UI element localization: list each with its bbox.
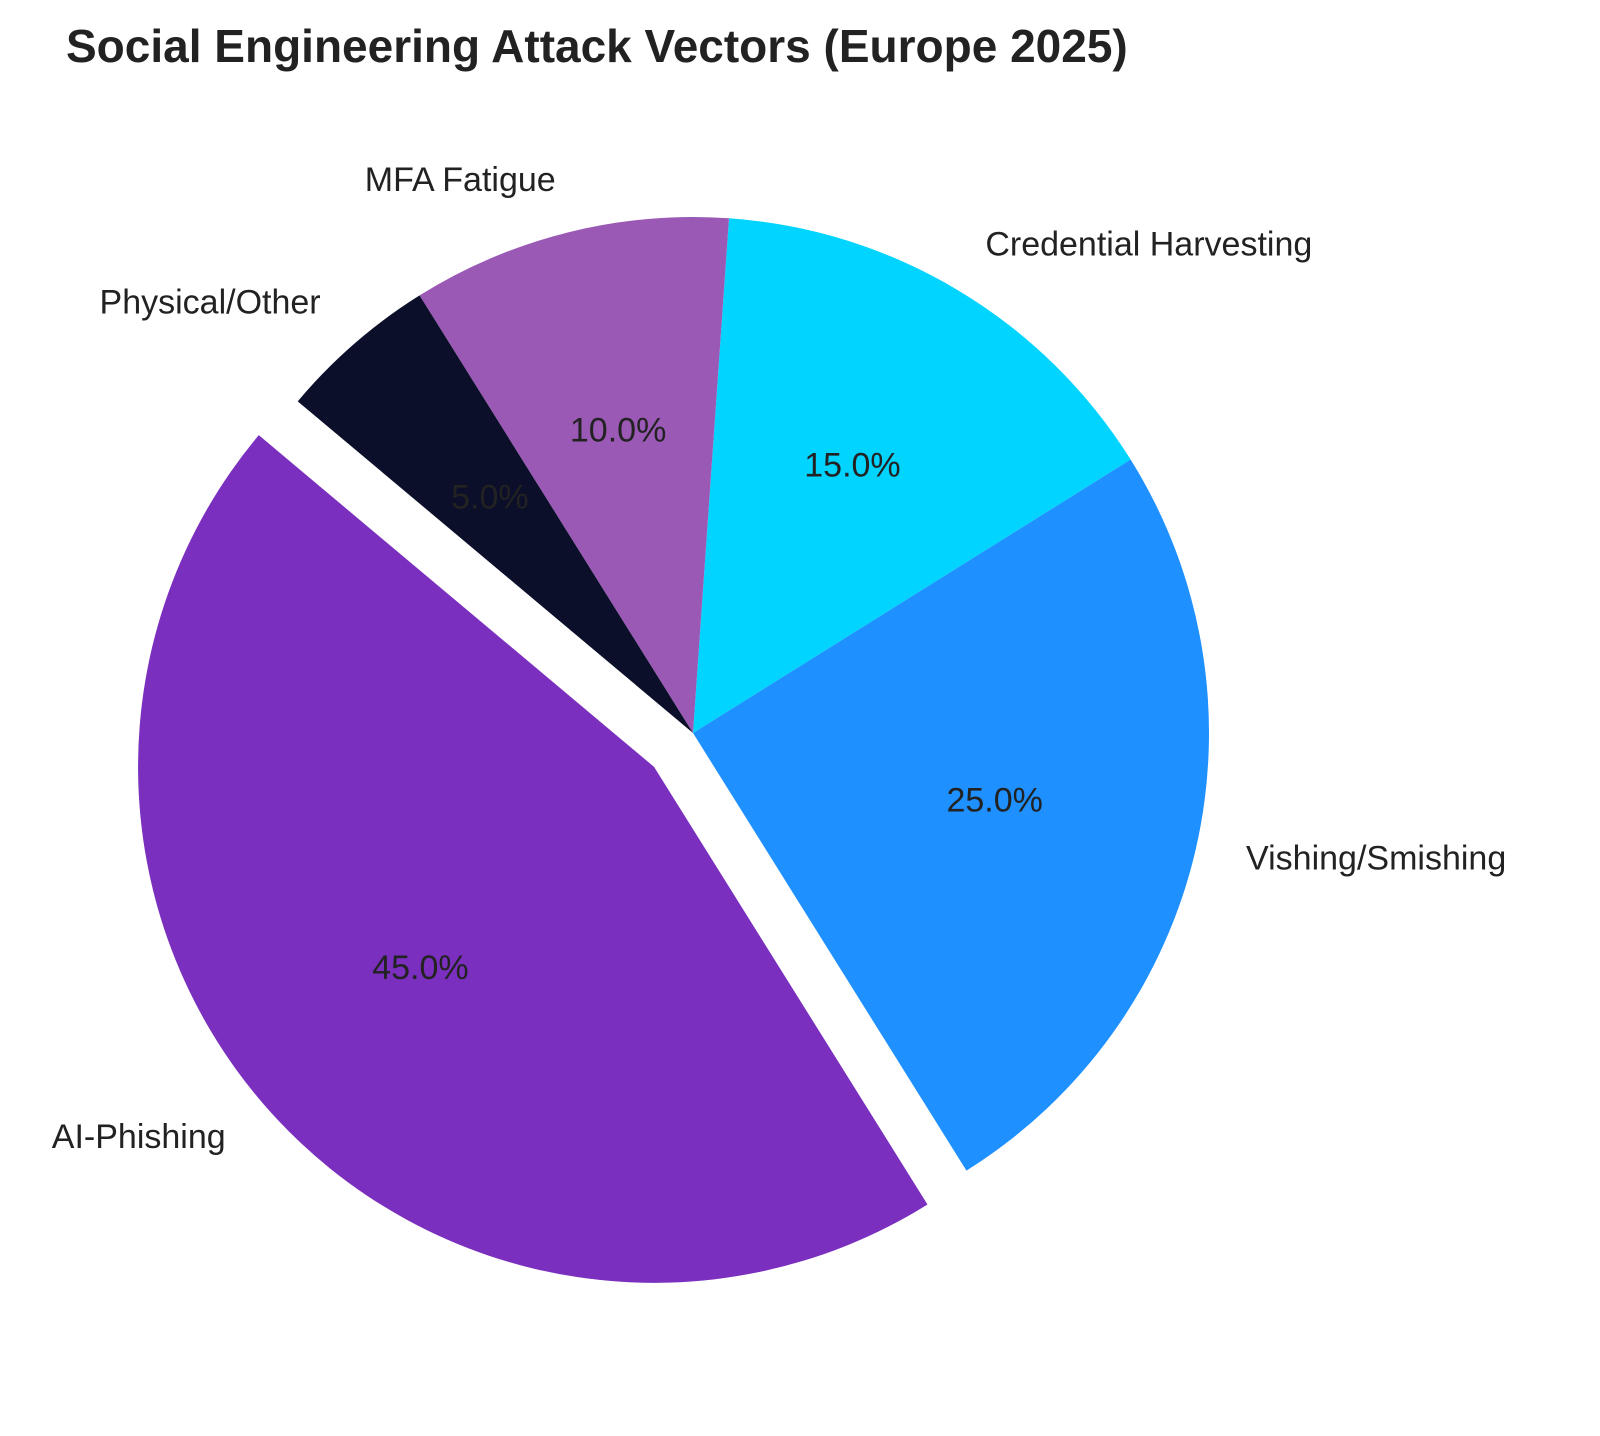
pie-slice bbox=[693, 218, 1131, 733]
slice-label: Vishing/Smishing bbox=[1246, 840, 1506, 878]
pie-slice bbox=[693, 459, 1209, 1171]
slice-label: MFA Fatigue bbox=[365, 161, 556, 199]
value-label: 25.0% bbox=[946, 782, 1042, 820]
pie-slice bbox=[138, 435, 928, 1283]
slice-label: AI-Phishing bbox=[52, 1118, 226, 1156]
slice-label: Credential Harvesting bbox=[985, 225, 1312, 263]
chart-title: Social Engineering Attack Vectors (Europ… bbox=[66, 20, 1128, 72]
pie-slice bbox=[297, 295, 693, 733]
value-label: 5.0% bbox=[451, 478, 529, 516]
value-label: 15.0% bbox=[804, 447, 900, 485]
value-label: 10.0% bbox=[570, 412, 666, 450]
pie-slice bbox=[419, 217, 729, 734]
slice-label: Physical/Other bbox=[100, 284, 321, 322]
value-label: 45.0% bbox=[372, 949, 468, 987]
